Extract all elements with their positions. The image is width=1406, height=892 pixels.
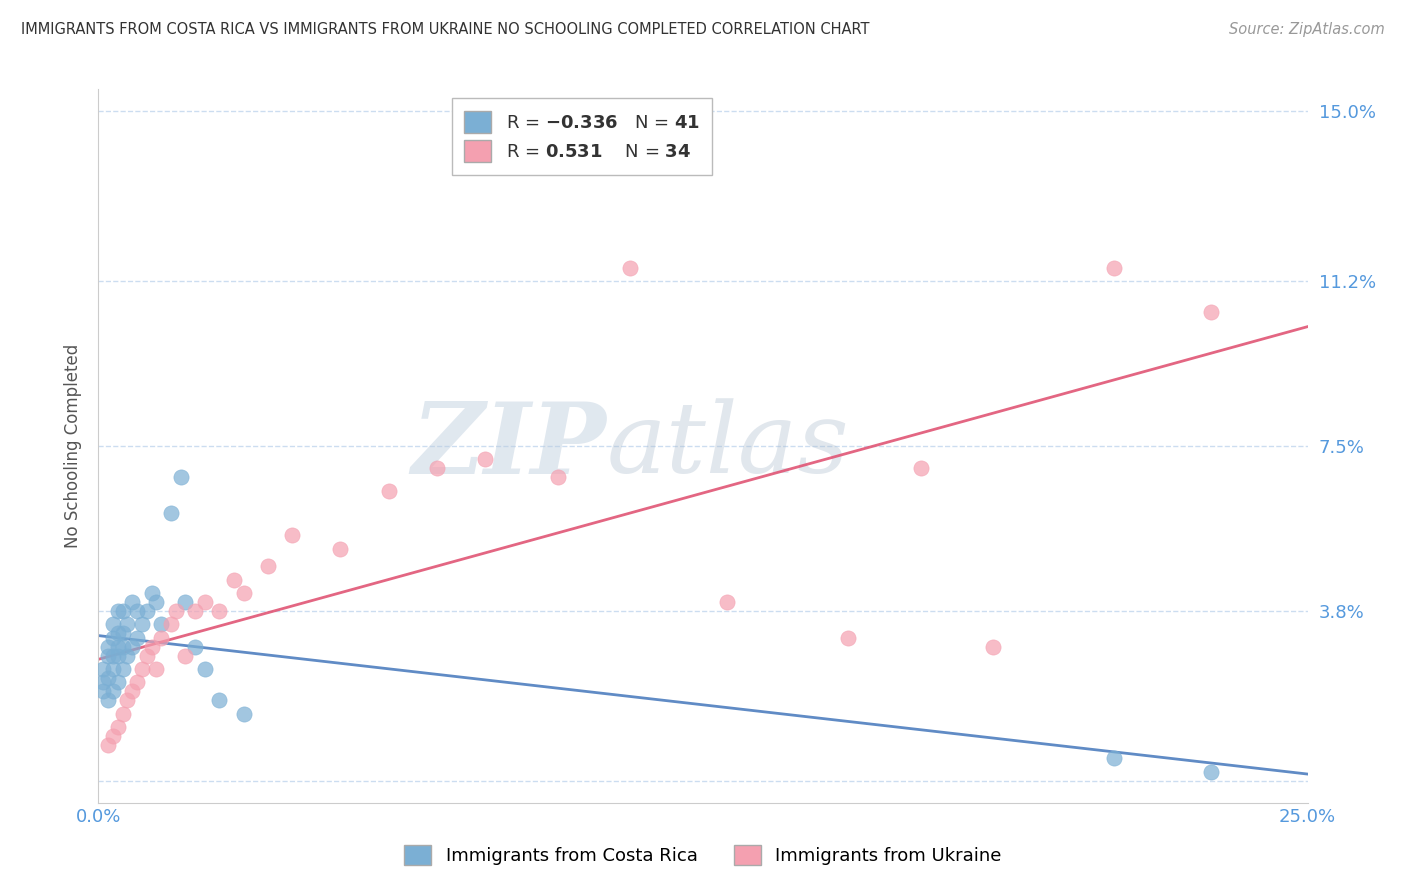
Point <box>1199 305 1222 319</box>
Point <box>101 662 124 676</box>
Point <box>194 662 217 676</box>
Point <box>169 470 191 484</box>
Point <box>208 693 231 707</box>
Text: atlas: atlas <box>606 399 849 493</box>
Text: Source: ZipAtlas.com: Source: ZipAtlas.com <box>1229 22 1385 37</box>
Point <box>97 693 120 707</box>
Point <box>141 586 163 600</box>
Point <box>131 662 153 676</box>
Point <box>716 595 738 609</box>
Point <box>117 693 139 707</box>
Point <box>184 640 207 654</box>
Point <box>117 617 139 632</box>
Point <box>174 595 197 609</box>
Point <box>111 662 134 676</box>
Point <box>619 260 641 275</box>
Point <box>135 648 157 663</box>
Point <box>117 648 139 663</box>
Point <box>141 640 163 654</box>
Point <box>281 528 304 542</box>
Point <box>160 617 183 632</box>
Point <box>107 675 129 690</box>
Point <box>97 671 120 685</box>
Legend: Immigrants from Costa Rica, Immigrants from Ukraine: Immigrants from Costa Rica, Immigrants f… <box>395 836 1011 874</box>
Point <box>127 604 149 618</box>
Point <box>101 684 124 698</box>
Point <box>1102 751 1125 765</box>
Point <box>121 640 143 654</box>
Point <box>150 631 173 645</box>
Point <box>101 617 124 632</box>
Point <box>107 626 129 640</box>
Point <box>174 648 197 663</box>
Point <box>426 461 449 475</box>
Point <box>97 648 120 663</box>
Point <box>256 559 278 574</box>
Point <box>377 483 399 498</box>
Point <box>127 631 149 645</box>
Point <box>97 640 120 654</box>
Point <box>910 461 932 475</box>
Text: ZIP: ZIP <box>412 398 606 494</box>
Point <box>91 662 114 676</box>
Point <box>160 506 183 520</box>
Legend: R = $\mathbf{-0.336}$   N = $\mathbf{41}$, R = $\mathbf{0.531}$    N = $\mathbf{: R = $\mathbf{-0.336}$ N = $\mathbf{41}$,… <box>451 98 713 175</box>
Point <box>165 604 187 618</box>
Point <box>547 470 569 484</box>
Point <box>145 662 167 676</box>
Point <box>127 675 149 690</box>
Point <box>107 648 129 663</box>
Point <box>91 675 114 690</box>
Point <box>1199 764 1222 779</box>
Point <box>111 626 134 640</box>
Point <box>150 617 173 632</box>
Point <box>131 617 153 632</box>
Y-axis label: No Schooling Completed: No Schooling Completed <box>65 344 83 548</box>
Point <box>194 595 217 609</box>
Point <box>232 706 254 721</box>
Point <box>145 595 167 609</box>
Point <box>208 604 231 618</box>
Point <box>837 631 859 645</box>
Point <box>329 541 352 556</box>
Point <box>107 604 129 618</box>
Point <box>222 573 245 587</box>
Point <box>111 640 134 654</box>
Point <box>97 738 120 752</box>
Point <box>474 452 496 467</box>
Point <box>101 648 124 663</box>
Point <box>981 640 1004 654</box>
Point <box>121 595 143 609</box>
Point <box>107 640 129 654</box>
Text: IMMIGRANTS FROM COSTA RICA VS IMMIGRANTS FROM UKRAINE NO SCHOOLING COMPLETED COR: IMMIGRANTS FROM COSTA RICA VS IMMIGRANTS… <box>21 22 869 37</box>
Point <box>107 720 129 734</box>
Point <box>111 706 134 721</box>
Point <box>121 684 143 698</box>
Point <box>1102 260 1125 275</box>
Point <box>184 604 207 618</box>
Point <box>91 684 114 698</box>
Point <box>135 604 157 618</box>
Point <box>101 729 124 743</box>
Point <box>232 586 254 600</box>
Point <box>101 631 124 645</box>
Point <box>111 604 134 618</box>
